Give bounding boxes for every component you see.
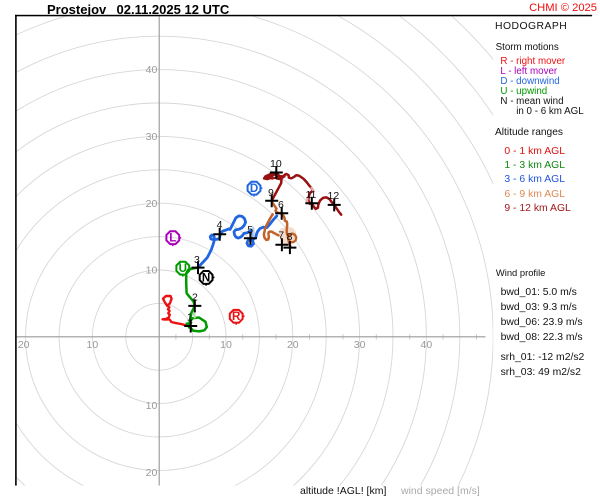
- svg-text:L: L: [169, 232, 176, 245]
- svg-text:30: 30: [354, 339, 366, 351]
- svg-text:12: 12: [328, 190, 340, 202]
- svg-text:30: 30: [146, 131, 158, 143]
- svg-text:7: 7: [278, 230, 284, 242]
- svg-text:40: 40: [146, 64, 158, 76]
- svg-text:6: 6: [278, 199, 284, 211]
- svg-text:1: 1: [187, 311, 193, 323]
- svg-text:10: 10: [220, 339, 232, 351]
- svg-text:4: 4: [217, 219, 223, 231]
- svg-text:20: 20: [18, 339, 30, 351]
- svg-text:40: 40: [421, 339, 433, 351]
- svg-text:3: 3: [194, 254, 200, 266]
- svg-text:11: 11: [305, 189, 316, 201]
- svg-text:10: 10: [87, 339, 99, 351]
- svg-text:5: 5: [247, 224, 253, 236]
- svg-text:N: N: [202, 271, 210, 284]
- svg-text:D: D: [250, 182, 258, 195]
- svg-text:20: 20: [287, 339, 299, 351]
- svg-text:20: 20: [146, 467, 158, 479]
- svg-text:U: U: [179, 262, 187, 275]
- svg-text:2: 2: [192, 292, 198, 304]
- svg-text:10: 10: [146, 400, 158, 412]
- svg-text:20: 20: [146, 198, 158, 210]
- svg-text:R: R: [232, 310, 241, 323]
- svg-text:9: 9: [268, 187, 274, 199]
- svg-text:10: 10: [270, 158, 282, 170]
- svg-text:10: 10: [146, 265, 158, 277]
- svg-text:8: 8: [287, 231, 293, 243]
